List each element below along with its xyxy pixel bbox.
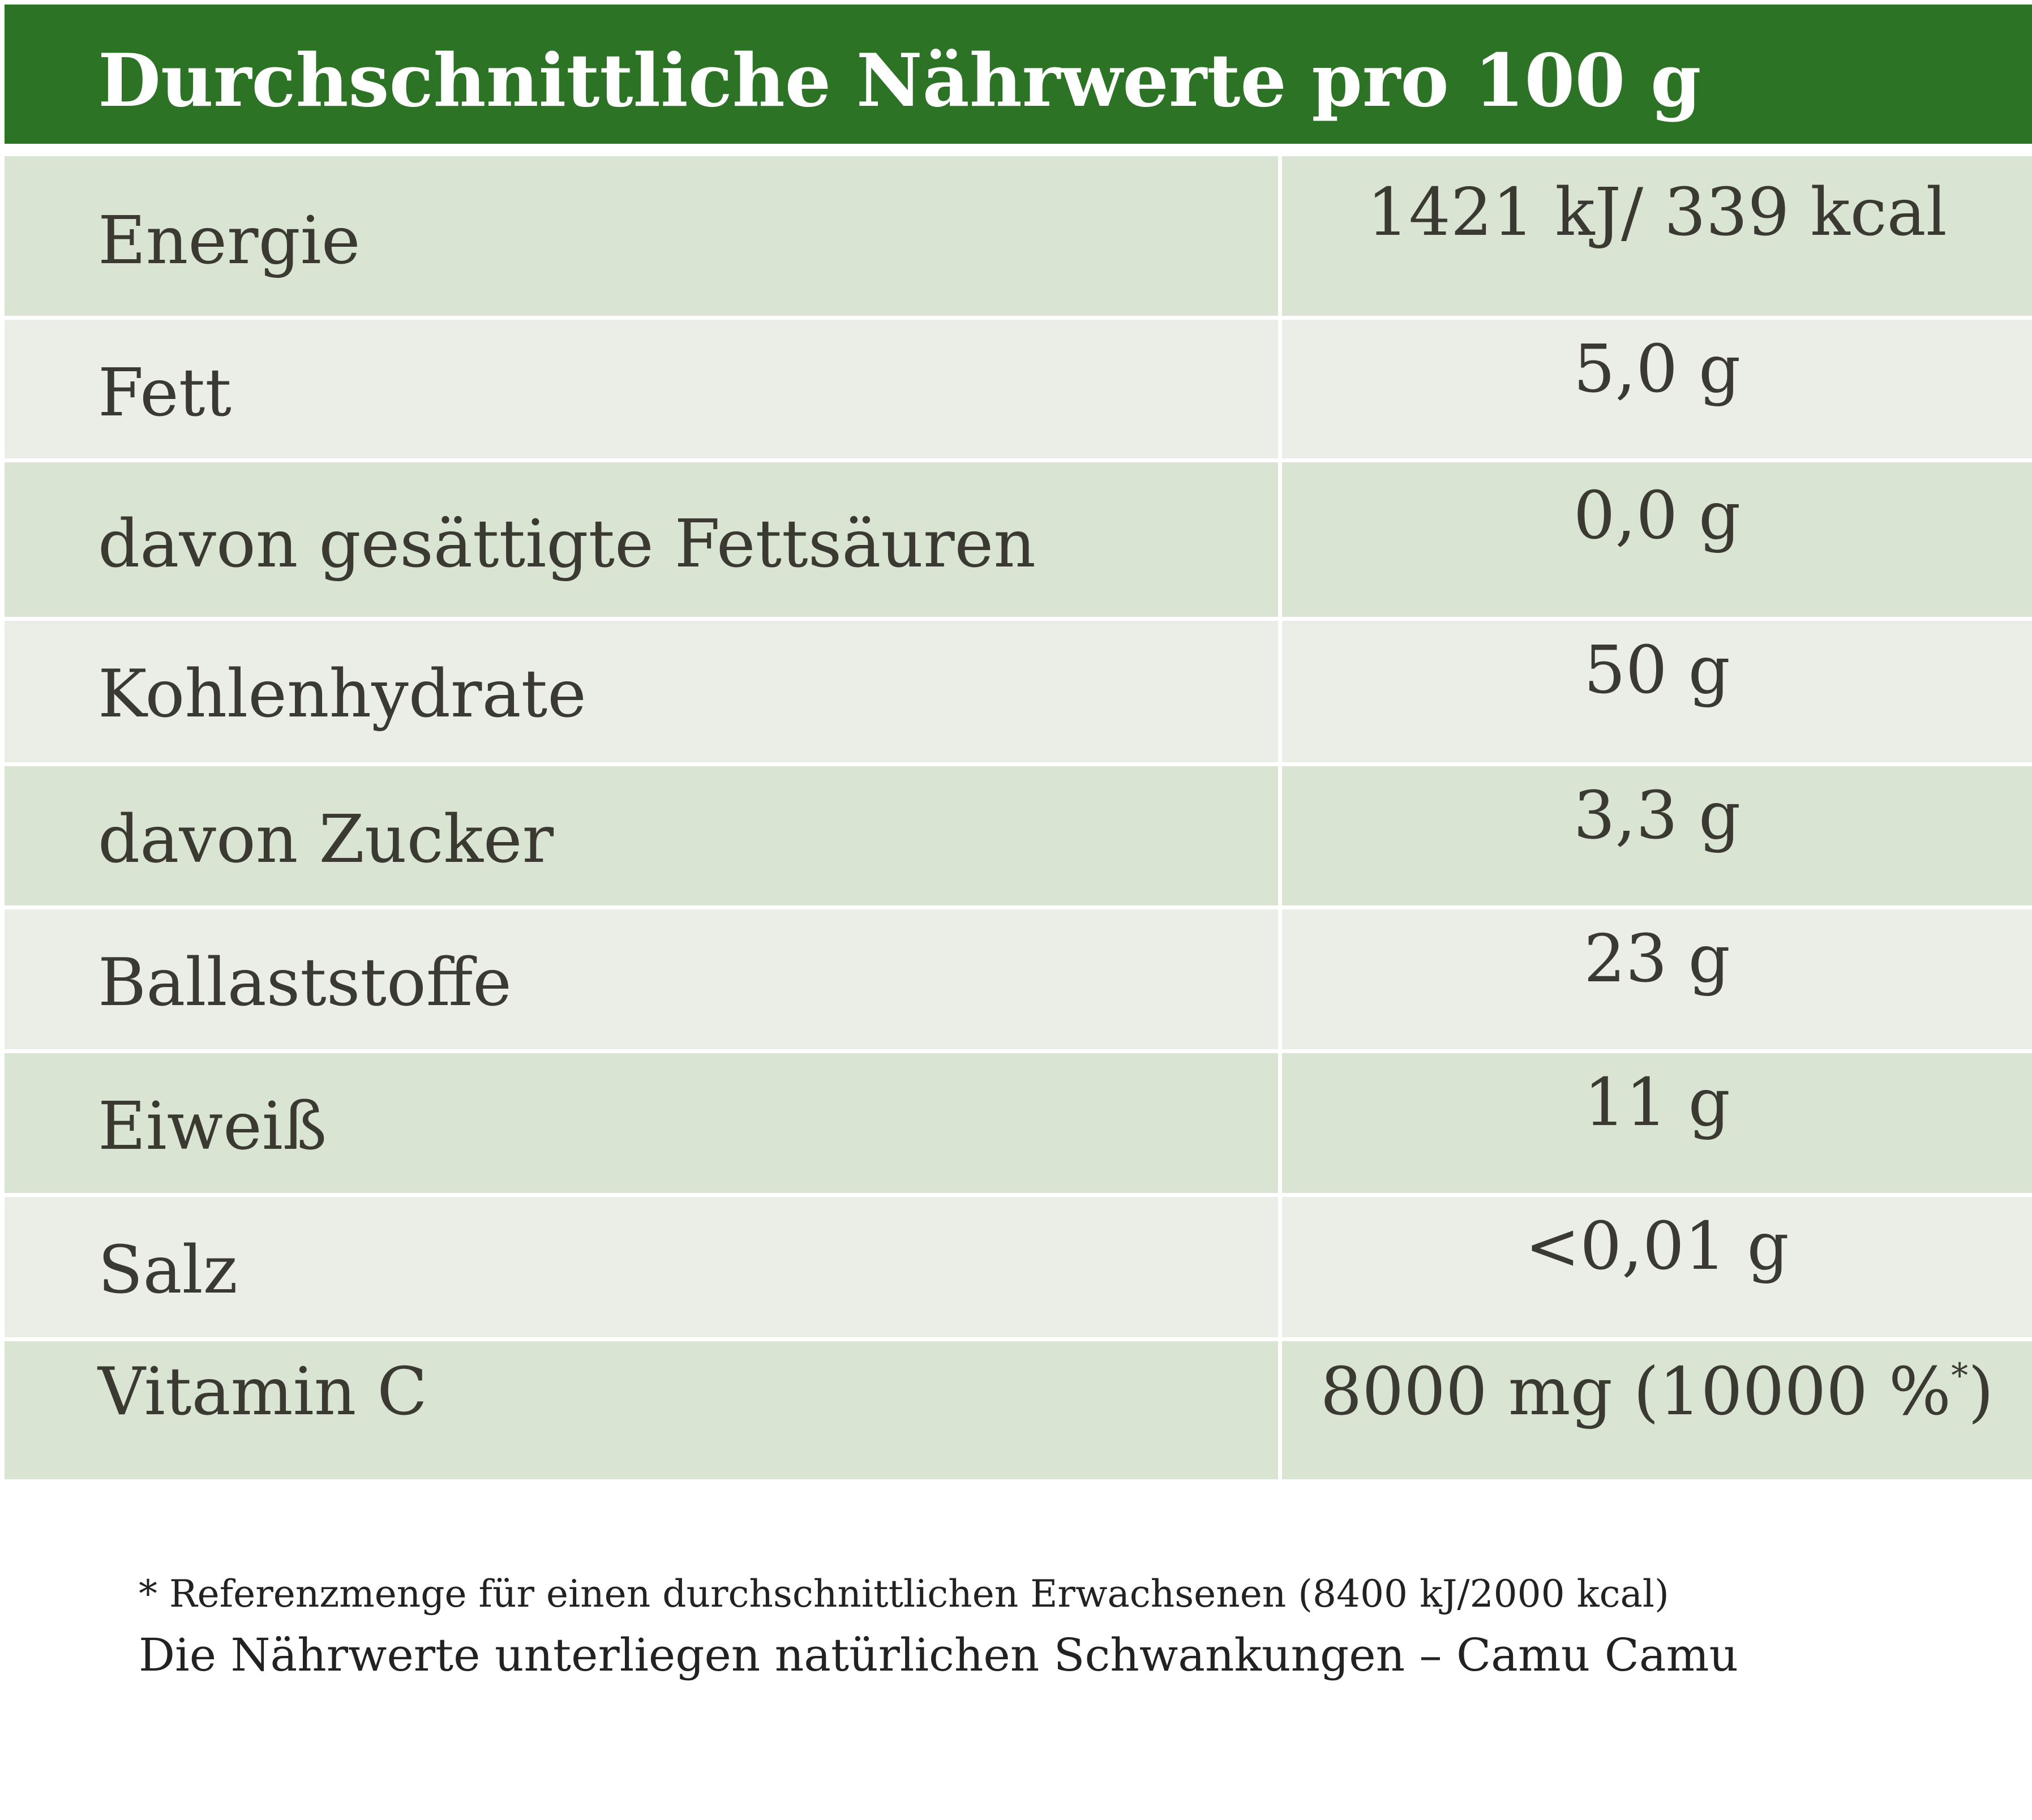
- column-divider: [1278, 766, 1282, 905]
- nutrient-value: 8000 mg (10000 %*): [1282, 1341, 2032, 1443]
- table-row: Energie 1421 kJ/ 339 kcal: [5, 156, 2032, 320]
- nutrient-value: 23 g: [1584, 921, 1730, 997]
- table-row: Vitamin C 8000 mg (10000 %*): [5, 1341, 2032, 1479]
- nutrient-value: 11 g: [1584, 1064, 1730, 1141]
- value-suffix: ): [1968, 1354, 1994, 1430]
- table-row: Eiweiß 11 g: [5, 1053, 2032, 1197]
- column-divider: [1278, 909, 1282, 1049]
- nutrient-value: 0,0 g: [1573, 478, 1741, 554]
- value-text: 8000 mg (10000 %: [1320, 1354, 1952, 1430]
- nutrient-label: davon gesättigte Fettsäuren: [98, 506, 1036, 582]
- nutrient-label: Energie: [98, 203, 361, 279]
- column-divider: [1278, 1341, 1282, 1479]
- nutrient-value: 50 g: [1584, 632, 1730, 709]
- nutrient-value: 5,0 g: [1573, 331, 1741, 407]
- column-divider: [1278, 156, 1282, 316]
- nutrient-value: 1421 kJ/ 339 kcal: [1367, 174, 1947, 251]
- table-row: Salz <0,01 g: [5, 1197, 2032, 1341]
- table-row: Kohlenhydrate 50 g: [5, 621, 2032, 766]
- nutrient-label: Vitamin C: [98, 1354, 428, 1430]
- column-divider: [1278, 462, 1282, 617]
- nutrient-label: Kohlenhydrate: [98, 656, 586, 732]
- table-row: davon gesättigte Fettsäuren 0,0 g: [5, 462, 2032, 621]
- nutrient-label: davon Zucker: [98, 801, 554, 878]
- variation-note: Die Nährwerte unterliegen natürlichen Sc…: [139, 1629, 1738, 1681]
- table-row: Fett 5,0 g: [5, 320, 2032, 462]
- nutrient-label: Fett: [98, 355, 232, 431]
- nutrition-table: Energie 1421 kJ/ 339 kcal Fett 5,0 g dav…: [5, 156, 2032, 1479]
- table-row: davon Zucker 3,3 g: [5, 766, 2032, 909]
- table-header: Durchschnittliche Nährwerte pro 100 g: [5, 5, 2032, 144]
- column-divider: [1278, 621, 1282, 762]
- footnote-marker: *: [1951, 1356, 1969, 1396]
- column-divider: [1278, 1053, 1282, 1193]
- nutrient-value: 3,3 g: [1573, 778, 1741, 854]
- nutrient-label: Salz: [98, 1232, 238, 1308]
- column-divider: [1278, 320, 1282, 458]
- nutrient-label: Ballaststoffe: [98, 945, 512, 1021]
- page-title: Durchschnittliche Nährwerte pro 100 g: [98, 38, 1701, 123]
- table-row: Ballaststoffe 23 g: [5, 909, 2032, 1053]
- nutrient-value: <0,01 g: [1525, 1208, 1789, 1285]
- column-divider: [1278, 1197, 1282, 1337]
- reference-footnote: * Referenzmenge für einen durchschnittli…: [139, 1572, 1669, 1616]
- nutrient-label: Eiweiß: [98, 1088, 327, 1165]
